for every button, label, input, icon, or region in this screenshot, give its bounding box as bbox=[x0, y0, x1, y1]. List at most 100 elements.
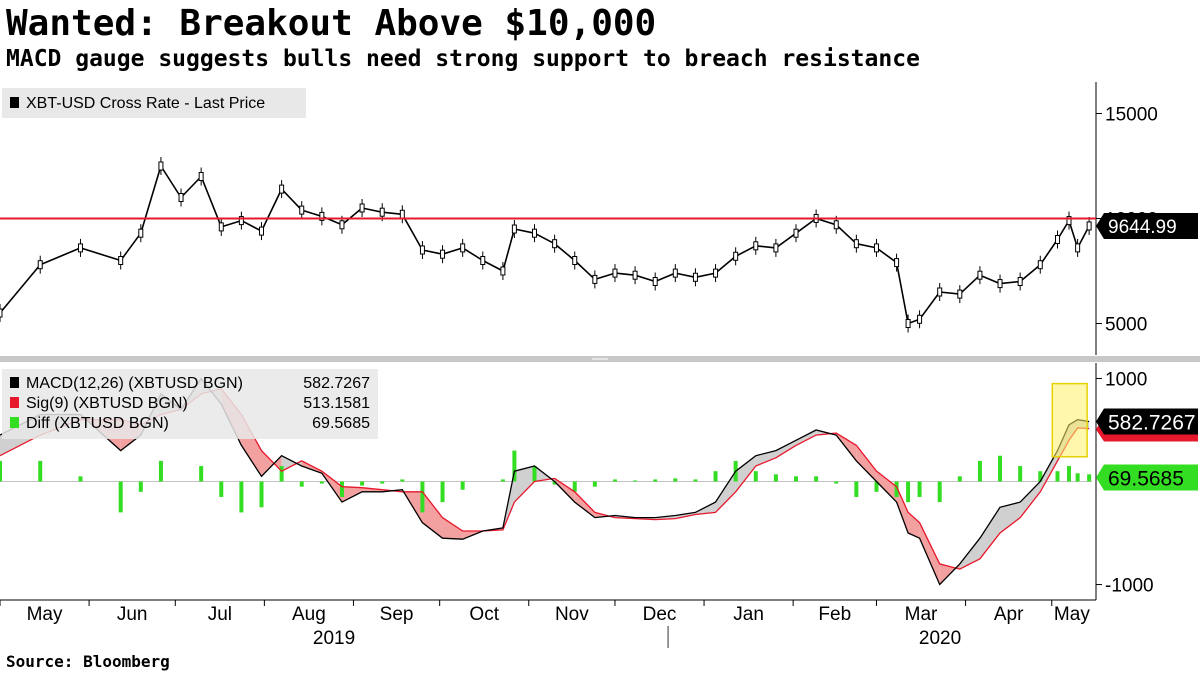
price-candle bbox=[894, 258, 900, 268]
source-note: Source: Bloomberg bbox=[6, 652, 170, 671]
price-candle bbox=[0, 308, 3, 318]
diff-bar bbox=[957, 476, 962, 482]
price-candle bbox=[399, 209, 405, 219]
x-year-label: 2019 bbox=[313, 628, 355, 649]
macd-signal-fill bbox=[979, 507, 1001, 559]
diff-bar bbox=[500, 479, 505, 482]
diff-bar bbox=[572, 481, 577, 492]
price-candle bbox=[158, 161, 164, 171]
price-candle bbox=[917, 314, 923, 324]
diff-bar bbox=[592, 481, 597, 487]
price-candle bbox=[773, 243, 779, 253]
price-candle bbox=[957, 289, 963, 299]
price-candle bbox=[977, 270, 983, 280]
price-candle bbox=[853, 239, 859, 249]
diff-bar bbox=[794, 476, 799, 482]
price-candle bbox=[198, 172, 204, 181]
macd-signal-fill bbox=[775, 440, 797, 458]
diff-bar bbox=[773, 474, 778, 482]
macd-signal-fill bbox=[261, 450, 282, 477]
price-candle bbox=[672, 268, 678, 278]
macd-signal-fill bbox=[796, 429, 817, 446]
x-tick-label: Jul bbox=[208, 604, 232, 625]
diff-bar bbox=[906, 481, 911, 503]
diff-bar bbox=[977, 460, 982, 482]
macd-signal-fill bbox=[908, 512, 920, 539]
diff-bar bbox=[1075, 473, 1080, 482]
diff-bar bbox=[279, 466, 284, 482]
price-candle bbox=[299, 205, 305, 215]
diff-bar bbox=[512, 450, 517, 482]
diff-bar bbox=[713, 471, 718, 482]
price-candle bbox=[511, 224, 517, 234]
price-candle bbox=[532, 228, 538, 238]
price-candle bbox=[652, 277, 658, 286]
diff-bar bbox=[612, 479, 617, 482]
macd-signal-fill bbox=[896, 486, 909, 534]
price-candle bbox=[37, 260, 43, 270]
diff-bar bbox=[158, 460, 163, 482]
diff-bar bbox=[814, 476, 819, 482]
diff-bar bbox=[552, 481, 557, 485]
price-candle bbox=[1086, 221, 1092, 231]
diff-bar bbox=[339, 481, 344, 497]
diff-bar bbox=[937, 481, 942, 503]
macd-last-tag bbox=[1096, 408, 1198, 435]
price-candle bbox=[572, 256, 578, 265]
price-y-tick-label: 15000 bbox=[1105, 105, 1158, 126]
diff-bar bbox=[917, 481, 922, 497]
diff-bar bbox=[380, 481, 385, 484]
macd-signal-fill bbox=[341, 486, 363, 503]
macd-signal-fill bbox=[876, 471, 897, 503]
price-candle bbox=[592, 274, 598, 284]
price-candle bbox=[937, 287, 943, 297]
price-candle bbox=[339, 220, 345, 230]
macd-signal-fill bbox=[281, 455, 302, 472]
x-tick-label: Aug bbox=[292, 604, 326, 625]
x-tick-label: Oct bbox=[469, 604, 499, 625]
diff-bar bbox=[38, 460, 43, 482]
diff-bar bbox=[894, 481, 899, 497]
macd-legend-value: 513.1581 bbox=[303, 395, 370, 412]
diff-bar bbox=[138, 481, 143, 492]
diff-bar bbox=[118, 481, 123, 513]
macd-signal-fill bbox=[735, 455, 756, 492]
diff-bar bbox=[1087, 474, 1092, 482]
price-candle bbox=[279, 184, 285, 194]
price-candle bbox=[379, 207, 385, 217]
price-candle bbox=[460, 243, 466, 253]
macd-signal-fill bbox=[574, 491, 595, 518]
diff-bar bbox=[440, 481, 445, 503]
diff-bar bbox=[633, 480, 638, 482]
price-y-tick-label: 5000 bbox=[1105, 315, 1147, 336]
macd-legend-value: 69.5685 bbox=[312, 415, 370, 432]
price-legend-label: XBT-USD Cross Rate - Last Price bbox=[26, 95, 265, 112]
macd-y-tick-label: 1000 bbox=[1105, 369, 1147, 390]
price-candle bbox=[793, 228, 799, 238]
x-tick-label: Jan bbox=[733, 604, 764, 625]
macd-signal-fill bbox=[856, 445, 877, 482]
highlight-box bbox=[1051, 382, 1088, 458]
price-candle bbox=[905, 319, 911, 328]
price-candle bbox=[1066, 216, 1072, 226]
diff-bar bbox=[834, 481, 839, 484]
price-candle bbox=[692, 272, 698, 282]
price-candle bbox=[833, 220, 839, 230]
macd-signal-fill bbox=[442, 517, 463, 540]
x-tick-label: Mar bbox=[905, 604, 938, 625]
x-tick-label: Sep bbox=[380, 604, 414, 625]
diff-bar bbox=[319, 481, 324, 484]
macd-signal-fill bbox=[1000, 502, 1021, 534]
diff-last-tag bbox=[1096, 464, 1198, 491]
price-candle bbox=[1075, 243, 1081, 253]
price-candle bbox=[997, 279, 1003, 289]
diff-bar bbox=[1067, 466, 1072, 482]
x-tick-label: May bbox=[1054, 604, 1090, 625]
macd-signal-fill bbox=[755, 450, 776, 467]
last-price-label: 9644.99 bbox=[1108, 217, 1177, 238]
x-tick-label: Feb bbox=[818, 604, 851, 625]
price-candle bbox=[319, 211, 325, 221]
x-tick-label: Apr bbox=[994, 604, 1024, 625]
x-tick-label: May bbox=[27, 604, 63, 625]
diff-bar bbox=[673, 478, 678, 482]
